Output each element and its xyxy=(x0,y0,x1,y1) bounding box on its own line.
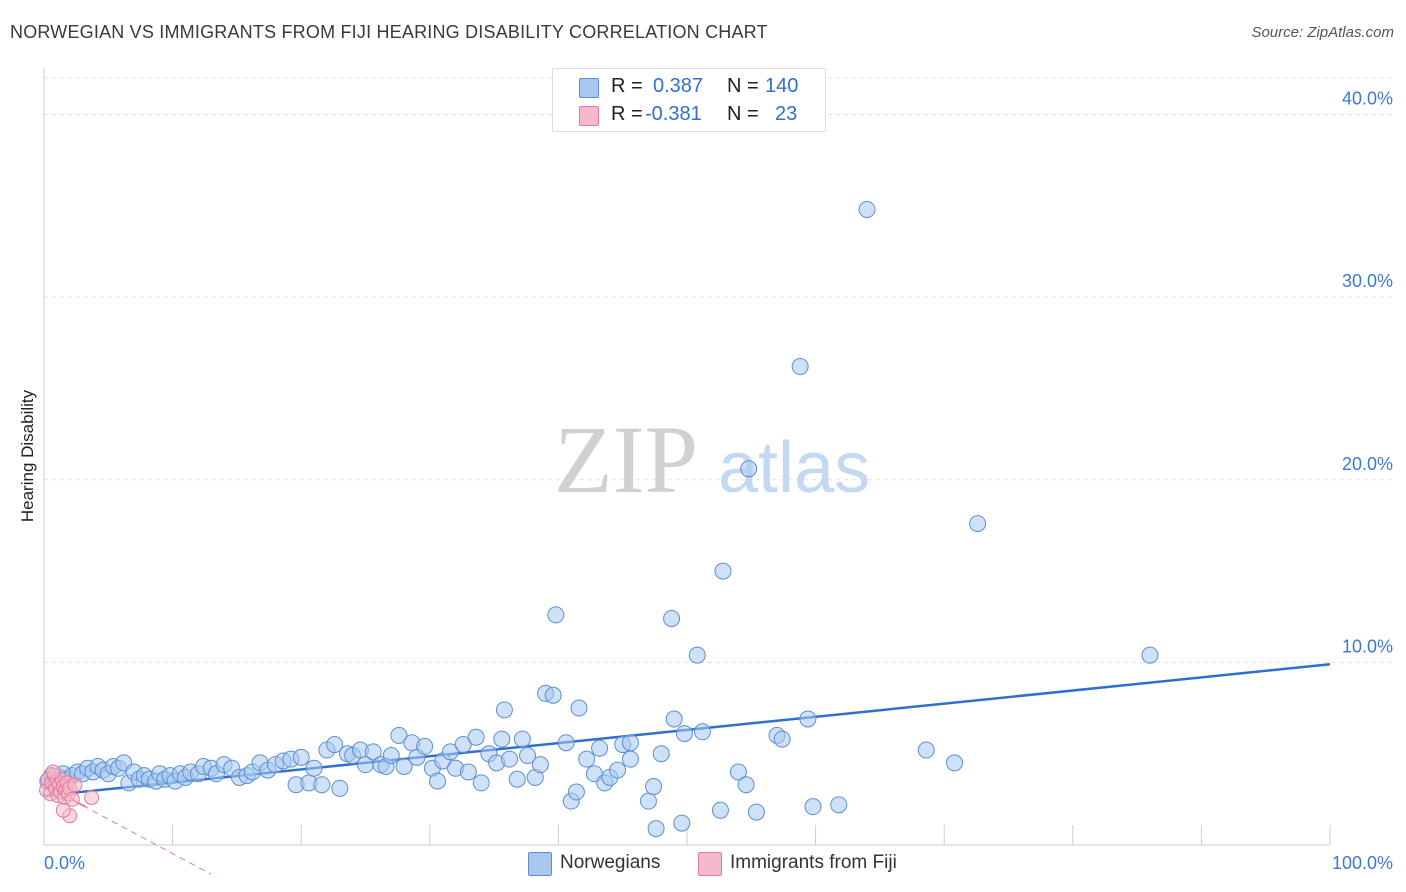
norwegians-point xyxy=(714,562,732,580)
legend-n-label: N = xyxy=(727,75,759,97)
norwegians-point xyxy=(382,747,400,765)
norwegians-point xyxy=(665,710,683,728)
source-label: Source: ZipAtlas.com xyxy=(1251,24,1394,41)
norwegians-point xyxy=(673,814,691,832)
fiji-point xyxy=(55,802,71,818)
norwegians-point xyxy=(547,606,565,624)
legend-n-value: 23 xyxy=(775,103,798,125)
norwegians-point xyxy=(578,750,596,768)
bottom-legend-label: Norwegians xyxy=(560,852,661,873)
norwegians-point xyxy=(791,358,809,376)
y-tick-label: 40.0% xyxy=(1342,89,1393,109)
norwegians-point xyxy=(459,763,477,781)
norwegians-point xyxy=(639,792,657,810)
norwegians-point xyxy=(645,778,663,796)
legend-r-label: R = xyxy=(611,75,643,97)
norwegians-point xyxy=(969,515,987,533)
norwegians-point xyxy=(331,779,349,797)
norwegians-point xyxy=(804,798,822,816)
norwegians-point xyxy=(305,759,323,777)
norwegians-point xyxy=(663,610,681,628)
norwegians-point xyxy=(747,803,765,821)
norwegians-point xyxy=(557,734,575,752)
norwegians-point xyxy=(395,757,413,775)
correlation-legend: R = 0.387 N = 140 R = -0.381 N = 23 xyxy=(552,68,826,132)
fiji-point xyxy=(84,790,100,806)
x-tick-label: 100.0% xyxy=(1332,853,1393,873)
fiji-trend-line xyxy=(43,784,212,875)
norwegians-point xyxy=(688,646,706,664)
norwegians-point xyxy=(513,730,531,748)
norwegians-point xyxy=(472,774,490,792)
norwegians-point xyxy=(621,734,639,752)
norwegians-point xyxy=(429,772,447,790)
norwegians-point xyxy=(609,761,627,779)
norwegians-point xyxy=(773,730,791,748)
norwegians-point xyxy=(501,750,519,768)
norwegians-point xyxy=(519,747,537,765)
y-axis-label: Hearing Disability xyxy=(18,389,37,522)
norwegians-point xyxy=(570,699,588,717)
norwegians-point xyxy=(652,745,670,763)
legend-n-value: 140 xyxy=(765,75,799,97)
norwegians-point xyxy=(1141,646,1159,664)
norwegians-point xyxy=(675,725,693,743)
y-tick-label: 20.0% xyxy=(1342,454,1393,474)
norwegians-point xyxy=(416,737,434,755)
bottom-legend-swatch-pink xyxy=(698,852,722,876)
norwegians-point xyxy=(390,726,408,744)
norwegians-point xyxy=(467,728,485,746)
norwegians-point xyxy=(917,741,935,759)
fiji-point xyxy=(45,764,61,780)
legend-swatch-pink xyxy=(579,106,599,126)
norwegians-point xyxy=(495,701,513,719)
norwegians-point xyxy=(454,736,472,754)
bottom-legend-swatch-blue xyxy=(528,852,552,876)
chart-title: NORWEGIAN VS IMMIGRANTS FROM FIJI HEARIN… xyxy=(10,22,768,42)
norwegians-point xyxy=(493,730,511,748)
norwegians-points xyxy=(39,200,1159,838)
norwegians-point xyxy=(292,748,310,766)
norwegians-point xyxy=(544,686,562,704)
norwegians-point xyxy=(711,801,729,819)
norwegians-point xyxy=(364,743,382,761)
norwegians-point xyxy=(313,776,331,794)
norwegians-point xyxy=(326,736,344,754)
norwegians-point xyxy=(740,460,758,478)
legend-row-norwegians: R = 0.387 N = 140 xyxy=(553,73,825,101)
tick-labels: 10.0% 20.0% 30.0% 40.0% 0.0% 100.0% xyxy=(44,89,1393,873)
norwegians-point xyxy=(508,770,526,788)
x-tick-label: 0.0% xyxy=(44,853,85,873)
norwegians-point xyxy=(729,763,747,781)
norwegians-point xyxy=(567,783,585,801)
fiji-point xyxy=(64,791,80,807)
legend-r-label: R = xyxy=(611,103,643,125)
legend-r-value: -0.381 xyxy=(645,103,702,125)
norwegians-point xyxy=(858,200,876,218)
norwegians-point xyxy=(830,796,848,814)
bottom-legend-label: Immigrants from Fiji xyxy=(730,852,897,873)
legend-swatch-blue xyxy=(579,78,599,98)
norwegians-point xyxy=(693,723,711,741)
fiji-points xyxy=(39,764,100,824)
norwegians-point xyxy=(441,743,459,761)
fiji-point xyxy=(67,777,83,793)
axes xyxy=(43,68,1331,846)
norwegians-point xyxy=(591,739,609,757)
norwegians-point xyxy=(647,820,665,838)
norwegians-point xyxy=(531,756,549,774)
norwegians-point xyxy=(945,754,963,772)
norwegians-point xyxy=(799,710,817,728)
norwegians-point xyxy=(737,776,755,794)
y-tick-label: 30.0% xyxy=(1342,271,1393,291)
legend-r-value: 0.387 xyxy=(653,75,704,97)
legend-n-label: N = xyxy=(727,103,759,125)
y-tick-label: 10.0% xyxy=(1342,636,1393,656)
legend-row-fiji: R = -0.381 N = 23 xyxy=(553,101,825,129)
watermark: ZIP atlas xyxy=(554,406,870,513)
watermark-zip: ZIP xyxy=(554,406,698,513)
norwegians-point xyxy=(621,750,639,768)
